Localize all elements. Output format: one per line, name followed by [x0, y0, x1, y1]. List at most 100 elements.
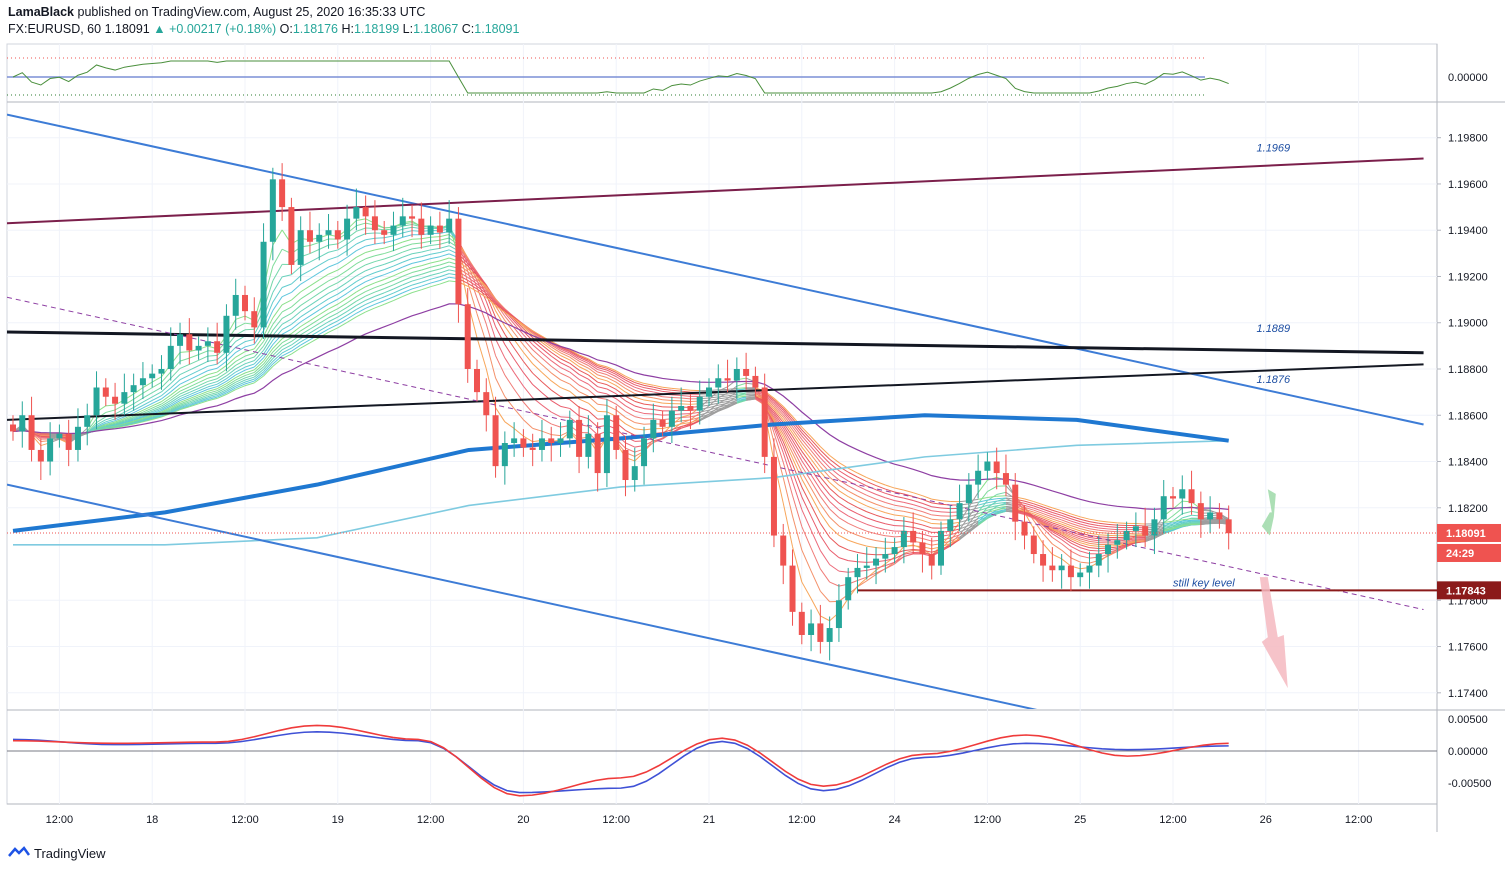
ribbon-line [857, 534, 867, 539]
ribbon-line [300, 339, 311, 346]
ribbon-line [782, 406, 793, 417]
ribbon-line [810, 439, 821, 451]
ema-200-line [12, 413, 1229, 533]
candle-body [873, 558, 880, 566]
ribbon-line [1172, 519, 1183, 522]
ribbon-line [829, 549, 840, 559]
ribbon-line [792, 423, 803, 437]
ribbon-line [773, 401, 784, 411]
ribbon-line [291, 347, 301, 355]
ribbon-line [773, 408, 784, 421]
ribbon-line [857, 561, 867, 563]
ribbon-line [838, 525, 849, 532]
ribbon-line [746, 396, 756, 398]
ribbon-line [513, 428, 524, 437]
ribbon-line [569, 408, 580, 417]
ribbon-line [365, 291, 376, 297]
ribbon-line [662, 396, 672, 399]
ribbon-line [1107, 521, 1118, 524]
ribbon-line [1108, 528, 1118, 531]
ribbon-line [523, 326, 534, 336]
ribbon-line [1135, 522, 1146, 525]
ribbon-line [1061, 533, 1072, 540]
ribbon-line [829, 564, 840, 572]
ribbon-line [384, 235, 394, 239]
ribbon-line [374, 283, 385, 289]
ribbon-line [1098, 536, 1109, 538]
ribbon-line [309, 322, 320, 330]
ribbon-line [782, 425, 793, 441]
ribbon-line [1080, 538, 1090, 542]
ribbon-line [588, 370, 598, 379]
ribbon-line [198, 365, 209, 372]
ribbon-line [551, 411, 561, 418]
ribbon-line [318, 317, 329, 324]
osc-tick-label: 0.00500 [1448, 714, 1488, 726]
ribbon-line [253, 375, 264, 384]
ribbon-line [1052, 514, 1062, 519]
ribbon-line [1061, 525, 1072, 531]
ribbon-line [253, 353, 264, 365]
ribbon-line [226, 383, 236, 391]
ribbon-line [792, 481, 803, 510]
ribbon-line [903, 525, 914, 528]
ribbon-line [727, 393, 737, 397]
ribbon-line [226, 385, 236, 392]
ribbon-line [124, 406, 134, 413]
ribbon-line [272, 342, 283, 353]
symbol-label[interactable]: FX:EURUSD, 60 [8, 22, 102, 36]
ribbon-line [560, 367, 571, 373]
y-tick-label: 1.19200 [1448, 271, 1488, 283]
ribbon-line [235, 359, 246, 366]
ribbon-line [198, 360, 209, 367]
ribbon-line [300, 278, 311, 285]
ribbon-line [532, 331, 543, 340]
ribbon-line [328, 323, 339, 330]
ribbon-line [885, 556, 895, 565]
ribbon-line [151, 401, 162, 407]
ribbon-line [179, 394, 190, 400]
ribbon-line [894, 509, 904, 512]
ribbon-line [411, 247, 422, 250]
ribbon-line [987, 503, 997, 506]
ribbon-line [959, 532, 970, 540]
ribbon-line [1080, 528, 1090, 532]
ribbon-line [792, 426, 803, 440]
ribbon-line [1172, 507, 1183, 517]
ribbon-line [950, 534, 960, 539]
tradingview-brand[interactable]: TradingView [34, 845, 106, 861]
ribbon-line [300, 310, 311, 318]
ribbon-line [179, 369, 190, 375]
ribbon-line [560, 347, 570, 353]
ribbon-line [903, 506, 914, 510]
ribbon-line [402, 288, 413, 294]
ribbon-line [309, 264, 320, 271]
ribbon-line [402, 253, 413, 258]
up-arrow-icon: ▲ [153, 22, 166, 36]
ribbon-line [913, 504, 923, 508]
ribbon-line [708, 400, 719, 404]
ribbon-line [875, 565, 886, 569]
candle-body [1058, 565, 1065, 571]
candle-body [576, 419, 583, 457]
ribbon-line [1172, 525, 1183, 530]
ribbon-line [922, 498, 932, 504]
candle-body [1012, 484, 1019, 522]
ribbon-line [114, 421, 125, 426]
ribbon-line [244, 328, 255, 331]
ribbon-line [1182, 518, 1192, 521]
ribbon-line [829, 487, 840, 497]
x-tick-label: 12:00 [46, 814, 74, 826]
ribbon-line [244, 352, 255, 357]
ribbon-line [1080, 561, 1090, 564]
ribbon-line [96, 423, 106, 429]
ribbon-line [875, 526, 886, 531]
ribbon-line [736, 392, 747, 395]
ribbon-line [931, 506, 942, 509]
author-name[interactable]: LamaBlack [8, 5, 75, 19]
ribbon-line [708, 410, 719, 417]
ribbon-line [588, 383, 598, 393]
ribbon-line [857, 480, 867, 487]
ribbon-line [1200, 521, 1211, 524]
